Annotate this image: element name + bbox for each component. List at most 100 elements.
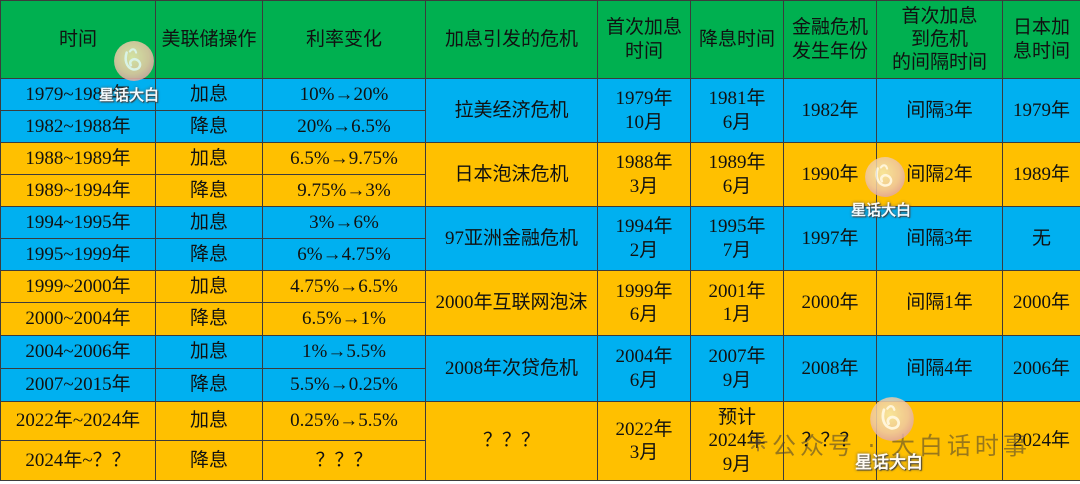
rate-cell: 9.75%→3% [262,174,426,207]
interval-cell: 间隔1年 [876,270,1003,336]
first-hike-cell: 1979年 10月 [597,78,691,143]
cut-cell: 2001年 1月 [690,270,784,336]
header-rate-change: 利率变化 [262,0,426,79]
action-cell: 降息 [155,440,263,481]
action-cell: 降息 [155,110,263,143]
crisis-year-cell: 1982年 [783,78,877,143]
table-row: 1989~1994年 降息 9.75%→3% [0,174,1080,207]
interval-cell: 间隔3年 [876,78,1003,143]
period-cell: 1999~2000年 [0,270,156,303]
header-crisis-year: 金融危机 发生年份 [783,0,877,79]
cut-cell: 1989年 6月 [690,142,784,207]
rate-cell: 1%→5.5% [262,335,426,369]
rate-cell: 10%→20% [262,78,426,111]
action-cell: 加息 [155,401,263,441]
period-cell: 1988~1989年 [0,142,156,175]
cut-cell: 1995年 7月 [690,206,784,271]
period-cell: 2007~2015年 [0,368,156,402]
period-cell: 2000~2004年 [0,302,156,336]
period-cell: 1989~1994年 [0,174,156,207]
table-row: 2007~2015年 降息 5.5%→0.25% [0,368,1080,402]
crisis-year-cell: 2008年 [783,335,877,402]
period-cell: 1982~1988年 [0,110,156,143]
rate-cell: 6.5%→9.75% [262,142,426,175]
header-first-hike: 首次加息 时间 [597,0,691,79]
period-cell: 1995~1999年 [0,238,156,271]
header-cut: 降息时间 [690,0,784,79]
interval-cell: 间隔2年 [876,142,1003,207]
crisis-cell: 2008年次贷危机 [425,335,598,402]
first-hike-cell: 1999年 6月 [597,270,691,336]
header-interval: 首次加息 到危机 的间隔时间 [876,0,1003,79]
table-row: 1999~2000年 加息 4.75%→6.5% 2000年互联网泡沫 1999… [0,270,1080,336]
crisis-cell: 拉美经济危机 [425,78,598,143]
table-row: 1979~1981年 加息 10%→20% 拉美经济危机 1979年 10月 1… [0,78,1080,143]
japan-hike-cell: 无 [1002,206,1080,271]
japan-hike-cell: 1989年 [1002,142,1080,207]
rate-cell: 5.5%→0.25% [262,368,426,402]
header-action: 美联储操作 [155,0,263,79]
table-row: 1988~1989年 加息 6.5%→9.75% 日本泡沫危机 1988年 3月… [0,142,1080,207]
period-cell: 2022年~2024年 [0,401,156,441]
japan-hike-cell: 2024年 [1002,401,1080,481]
rate-cell: 6%→4.75% [262,238,426,271]
rate-cell: 4.75%→6.5% [262,270,426,303]
watermark-brand-text: 星话大白 [855,453,923,473]
action-cell: 降息 [155,174,263,207]
action-cell: 加息 [155,78,263,111]
rate-cell: 0.25%→5.5% [262,401,426,441]
action-cell: 加息 [155,270,263,303]
action-cell: 降息 [155,368,263,402]
first-hike-cell: 1988年 3月 [597,142,691,207]
official-account-icon [748,432,768,452]
crisis-cell: 日本泡沫危机 [425,142,598,207]
cut-cell: 2007年 9月 [690,335,784,402]
japan-hike-cell: 2006年 [1002,335,1080,402]
rabbit-logo-icon [113,40,155,82]
interval-cell: 间隔3年 [876,206,1003,271]
rabbit-logo-icon [864,156,906,198]
action-cell: 降息 [155,238,263,271]
header-crisis: 加息引发的危机 [425,0,598,79]
interval-cell: 间隔4年 [876,335,1003,402]
header-row: 时间 美联储操作 利率变化 加息引发的危机 首次加息 时间 降息时间 金融危机 … [0,0,1080,79]
crisis-year-cell: 1990年 [783,142,877,207]
rate-cell: 6.5%→1% [262,302,426,336]
action-cell: 加息 [155,206,263,239]
table-row: 2022年~2024年 加息 0.25%→5.5% ？？？ 2022年 3月 预… [0,401,1080,481]
cut-cell: 预计 2024年 9月 [690,401,784,481]
period-cell: 2024年~？？ [0,440,156,481]
period-cell: 2004~2006年 [0,335,156,369]
crisis-cell: 2000年互联网泡沫 [425,270,598,336]
rate-cell: 3%→6% [262,206,426,239]
crisis-year-cell: 1997年 [783,206,877,271]
action-cell: 加息 [155,335,263,369]
rate-cell: 20%→6.5% [262,110,426,143]
crisis-cell: ？？？ [425,401,598,481]
watermark-brand-text: 星话大白 [851,201,912,219]
first-hike-cell: 2004年 6月 [597,335,691,402]
rabbit-logo-icon [869,396,915,442]
header-period: 时间 [0,0,156,79]
first-hike-cell: 1994年 2月 [597,206,691,271]
first-hike-cell: 2022年 3月 [597,401,691,481]
action-cell: 降息 [155,302,263,336]
interval-cell [876,401,1003,481]
action-cell: 加息 [155,142,263,175]
header-japan-hike: 日本加 息时间 [1002,0,1080,79]
rate-cell: ？？？ [262,440,426,481]
table-row: 1982~1988年 降息 20%→6.5% [0,110,1080,143]
crisis-cell: 97亚洲金融危机 [425,206,598,271]
table-row: 1995~1999年 降息 6%→4.75% [0,238,1080,271]
period-cell: 1994~1995年 [0,206,156,239]
japan-hike-cell: 1979年 [1002,78,1080,143]
japan-hike-cell: 2000年 [1002,270,1080,336]
cut-cell: 1981年 6月 [690,78,784,143]
table-row: 1994~1995年 加息 3%→6% 97亚洲金融危机 1994年 2月 19… [0,206,1080,271]
table-row: 2004~2006年 加息 1%→5.5% 2008年次贷危机 2004年 6月… [0,335,1080,402]
watermark-brand-text: 星话大白 [99,86,160,104]
crisis-year-cell: ？？？ [783,401,877,481]
table-row: 2024年~？？ 降息 ？？？ [0,440,1080,481]
